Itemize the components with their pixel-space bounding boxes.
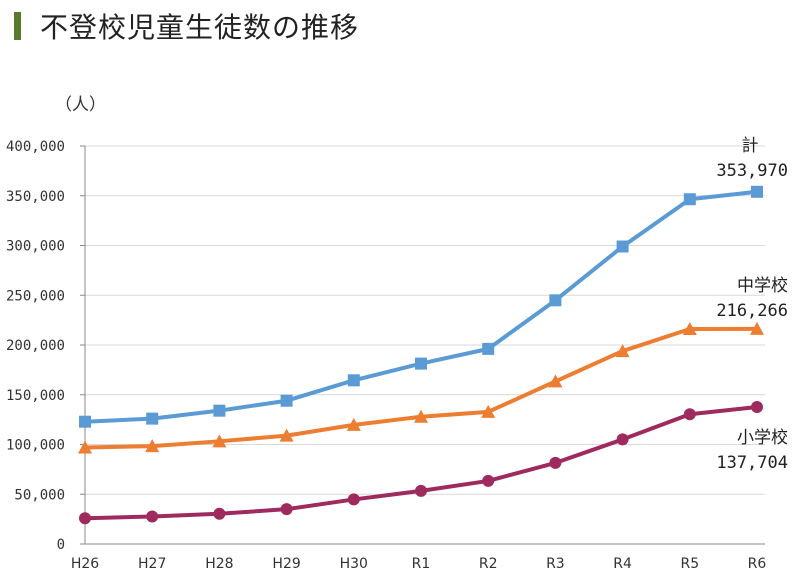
data-point: [279, 428, 294, 442]
data-point: [347, 374, 360, 387]
series-end-value-label: 137,704: [716, 453, 788, 473]
data-point: [615, 344, 630, 358]
x-tick-label: R4: [613, 556, 632, 572]
x-tick-label: R3: [546, 556, 565, 572]
data-point: [212, 434, 227, 448]
data-point: [213, 404, 226, 417]
data-point: [482, 342, 495, 355]
series-name-label: 中学校: [737, 276, 788, 296]
x-tick-label: H27: [138, 556, 166, 572]
y-tick-label: 300,000: [6, 239, 65, 255]
series-name-label: 計: [742, 136, 759, 156]
title-accent-bar: [14, 12, 21, 40]
data-point: [347, 493, 360, 506]
series-junior_high: [78, 321, 764, 454]
data-point: [682, 321, 697, 335]
data-point: [750, 321, 764, 335]
page-title: 不登校児童生徒数の推移: [40, 11, 360, 44]
data-point: [481, 404, 496, 418]
data-point: [146, 510, 159, 523]
x-tick-label: H30: [340, 556, 368, 572]
x-tick-label: H29: [272, 556, 300, 572]
data-point: [415, 357, 427, 370]
data-point: [616, 433, 629, 446]
axes: [80, 145, 765, 545]
y-tick-label: 250,000: [6, 288, 65, 304]
y-tick-label: 400,000: [6, 139, 65, 155]
data-point: [78, 440, 92, 454]
y-tick-label: 100,000: [6, 438, 65, 454]
y-tick-label: 0: [57, 537, 65, 553]
series-name-label: 小学校: [737, 428, 788, 448]
data-point: [482, 474, 495, 487]
data-point: [548, 374, 563, 388]
data-point: [79, 512, 91, 525]
data-point: [683, 193, 696, 206]
y-tick-label: 50,000: [14, 487, 65, 503]
series-line-total: [84, 189, 758, 424]
data-point: [213, 507, 226, 520]
y-tick-label: 200,000: [6, 338, 65, 354]
data-point: [415, 484, 427, 497]
x-tick-label: R2: [479, 556, 498, 572]
data-point: [414, 409, 428, 423]
series-line-elementary: [84, 404, 758, 521]
data-point: [146, 412, 159, 425]
labels-layer: 0 50,000 100,000 150,000 200,000 250,000 300,0…: [6, 95, 788, 572]
series-line-junior_high: [84, 326, 758, 450]
data-point: [79, 415, 91, 428]
series-layer: [78, 185, 764, 525]
series-end-value-label: 216,266: [716, 301, 788, 321]
y-axis-unit-label: （人）: [55, 95, 106, 115]
data-point: [280, 394, 293, 407]
x-tick-label: H28: [205, 556, 233, 572]
data-point: [751, 400, 763, 413]
data-point: [683, 408, 696, 421]
y-tick-label: 150,000: [6, 388, 65, 404]
series-total: [79, 185, 763, 428]
x-tick-label: R6: [748, 556, 767, 572]
data-point: [549, 294, 562, 307]
x-tick-label: R1: [412, 556, 431, 572]
data-point: [145, 439, 160, 453]
data-point: [751, 185, 763, 198]
x-tick-label: R5: [680, 556, 699, 572]
series-elementary: [79, 400, 763, 525]
data-point: [616, 240, 629, 253]
data-point: [346, 417, 361, 431]
data-point: [549, 456, 562, 469]
data-point: [280, 503, 293, 516]
x-tick-label: H26: [71, 556, 99, 572]
y-tick-label: 350,000: [6, 189, 65, 205]
series-end-value-label: 353,970: [716, 161, 788, 181]
